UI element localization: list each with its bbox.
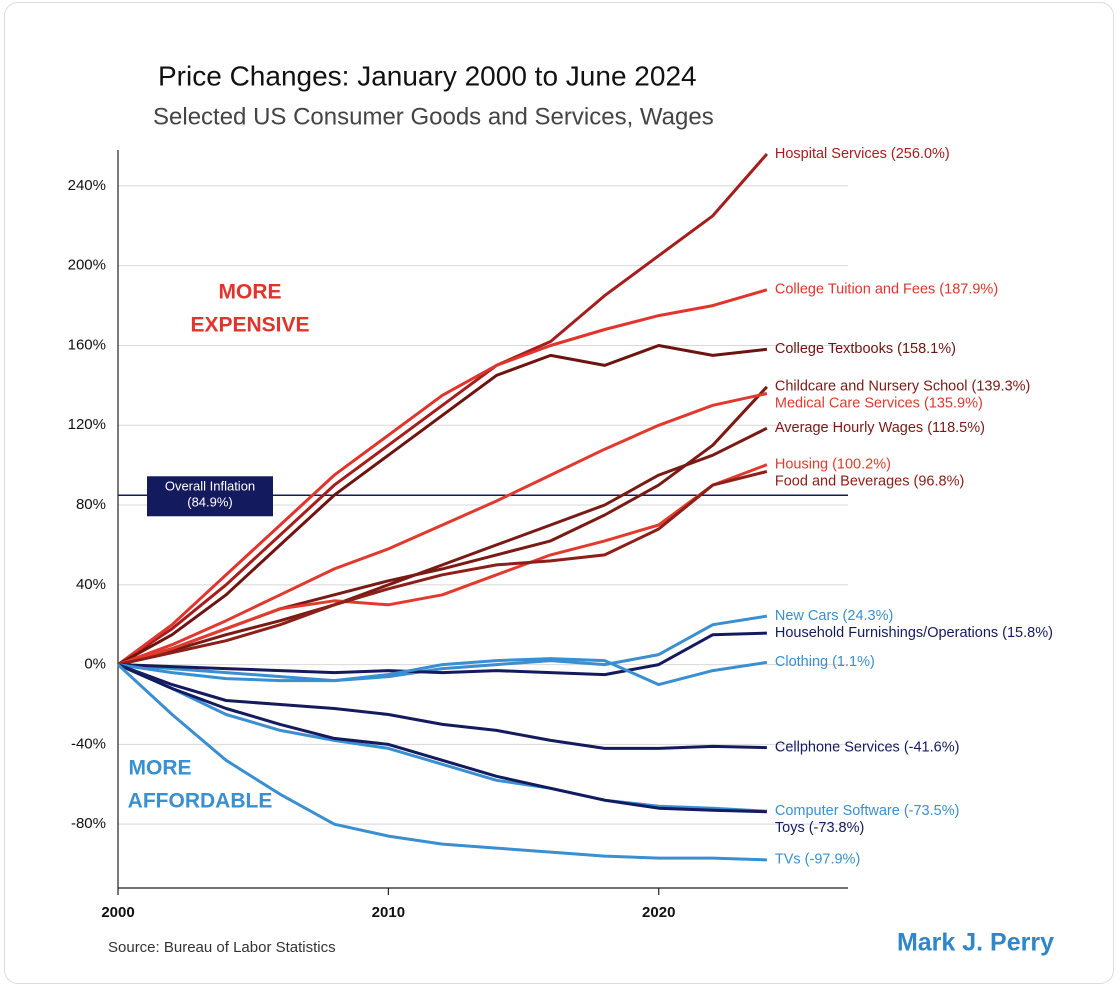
chart-title: Price Changes: January 2000 to June 2024 bbox=[158, 60, 697, 91]
series-line bbox=[117, 392, 768, 667]
series-line bbox=[117, 663, 767, 750]
source: Source: Bureau of Labor Statistics bbox=[108, 939, 336, 956]
series-label: Computer Software (-73.5%) bbox=[775, 803, 960, 819]
annotation: AFFORDABLE bbox=[128, 790, 273, 813]
annotation: MORE bbox=[219, 281, 282, 304]
series-line bbox=[117, 663, 767, 813]
series-line bbox=[117, 470, 768, 667]
series-line bbox=[117, 463, 768, 667]
y-tick-label: 80% bbox=[76, 496, 106, 513]
series-label: Medical Care Services (135.9%) bbox=[775, 396, 983, 412]
series-label: College Textbooks (158.1%) bbox=[775, 341, 956, 357]
y-tick-label: -80% bbox=[71, 815, 106, 832]
series-label: New Cars (24.3%) bbox=[775, 608, 893, 624]
series-line bbox=[117, 426, 768, 667]
y-tick-label: 120% bbox=[68, 416, 106, 433]
series-label: Household Furnishings/Operations (15.8%) bbox=[775, 625, 1053, 641]
series-label: Food and Beverages (96.8%) bbox=[775, 474, 964, 490]
series-label: Housing (100.2%) bbox=[775, 457, 891, 473]
series-line bbox=[117, 663, 767, 814]
x-tick-label: 2000 bbox=[101, 904, 134, 921]
reference-label: Overall Inflation bbox=[165, 479, 255, 494]
series-label: Clothing (1.1%) bbox=[775, 654, 875, 670]
author: Mark J. Perry bbox=[897, 929, 1054, 957]
series-label: Childcare and Nursery School (139.3%) bbox=[775, 379, 1031, 395]
x-tick-label: 2020 bbox=[642, 904, 675, 921]
y-tick-label: 160% bbox=[68, 336, 106, 353]
annotation: EXPENSIVE bbox=[190, 314, 309, 337]
series-label: College Tuition and Fees (187.9%) bbox=[775, 282, 998, 298]
series-line bbox=[117, 657, 768, 687]
y-tick-label: 0% bbox=[84, 656, 106, 673]
series-line bbox=[117, 631, 767, 677]
series-label: Hospital Services (256.0%) bbox=[775, 146, 950, 162]
y-tick-label: 40% bbox=[76, 576, 106, 593]
series-label: Average Hourly Wages (118.5%) bbox=[775, 420, 985, 436]
chart-subtitle: Selected US Consumer Goods and Services,… bbox=[153, 103, 714, 130]
y-tick-label: 240% bbox=[68, 177, 106, 194]
series-line bbox=[117, 614, 768, 683]
series-line bbox=[117, 344, 768, 666]
reference-box bbox=[147, 476, 273, 517]
card bbox=[4, 2, 1114, 984]
series-line bbox=[117, 288, 768, 666]
annotation: MORE bbox=[129, 757, 192, 780]
series-label: Toys (-73.8%) bbox=[775, 820, 864, 836]
series-label: Cellphone Services (-41.6%) bbox=[775, 739, 960, 755]
series-line bbox=[117, 153, 769, 666]
y-tick-label: -40% bbox=[71, 735, 106, 752]
series-label: TVs (-97.9%) bbox=[775, 852, 860, 868]
x-tick-label: 2010 bbox=[372, 904, 405, 921]
series-line bbox=[116, 663, 767, 862]
reference-label: (84.9%) bbox=[187, 495, 233, 510]
y-tick-label: 200% bbox=[68, 257, 106, 274]
